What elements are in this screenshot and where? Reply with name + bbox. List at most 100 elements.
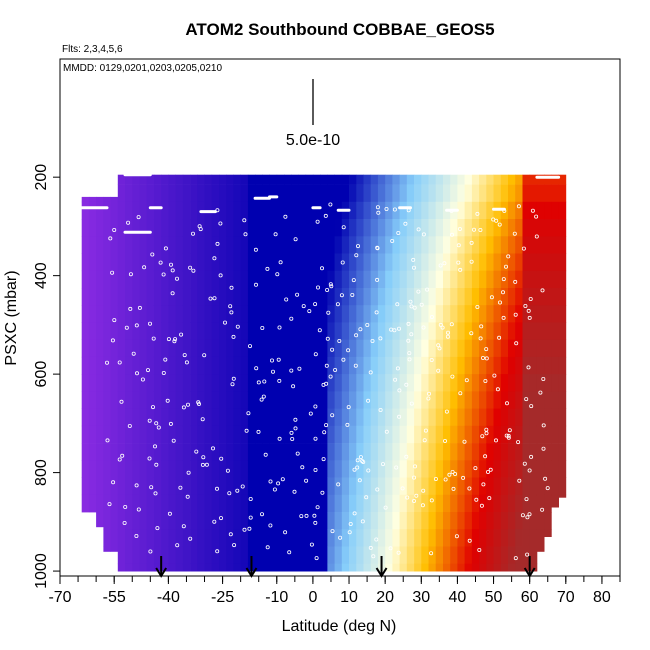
heatmap-cell	[182, 184, 191, 203]
heatmap-cell	[276, 236, 285, 254]
heatmap-cell	[175, 253, 184, 272]
sample-point	[406, 321, 411, 326]
heatmap-cell	[284, 425, 292, 444]
heatmap-cell	[414, 305, 422, 323]
sample-point	[503, 264, 508, 269]
heatmap-cell	[370, 494, 379, 513]
y-tick-label: 1000	[33, 553, 50, 589]
heatmap-cell	[204, 563, 213, 572]
heatmap-cell	[356, 236, 364, 254]
heatmap-cell	[96, 339, 104, 358]
heatmap-cell	[349, 374, 357, 392]
heatmap-cell	[132, 563, 140, 572]
heatmap-cell	[435, 425, 444, 444]
heatmap-cell	[219, 460, 227, 478]
heatmap-cell	[450, 305, 458, 323]
heatmap-cell	[428, 512, 437, 530]
heatmap-cell	[428, 546, 437, 565]
heatmap-cell	[450, 356, 458, 375]
heatmap-cell	[312, 184, 321, 203]
sample-point	[409, 401, 414, 406]
heatmap-cell	[479, 529, 487, 547]
heatmap-cell	[508, 443, 516, 461]
heatmap-cell	[276, 460, 285, 478]
heatmap-cell	[103, 529, 111, 547]
heatmap-cell	[486, 563, 494, 572]
heatmap-cell	[269, 339, 278, 358]
heatmap-cell	[312, 322, 321, 340]
heatmap-cell	[284, 408, 292, 427]
heatmap-cell	[182, 512, 191, 530]
sample-point	[347, 530, 352, 535]
heatmap-cell	[356, 253, 364, 272]
sample-point	[358, 455, 363, 460]
heatmap-cell	[421, 184, 429, 203]
heatmap-cell	[471, 339, 480, 358]
heatmap-cell	[370, 425, 379, 444]
heatmap-cell	[161, 546, 169, 565]
heatmap-cell	[428, 322, 437, 340]
heatmap-cell	[385, 305, 393, 323]
heatmap-cell	[443, 356, 451, 375]
heatmap-cell	[262, 563, 270, 572]
heatmap-cell	[211, 253, 220, 272]
heatmap-cell	[558, 174, 567, 185]
sample-point	[225, 468, 230, 473]
heatmap-cell	[247, 443, 256, 461]
heatmap-cell	[377, 270, 386, 289]
heatmap-cell	[370, 512, 379, 530]
heatmap-cell	[255, 219, 263, 237]
sample-point	[467, 538, 472, 543]
heatmap-cell	[363, 374, 372, 392]
heatmap-cell	[312, 305, 321, 323]
heatmap-cell	[146, 529, 155, 547]
heatmap-cell	[334, 219, 343, 237]
heatmap-cell	[551, 219, 559, 237]
heatmap-cell	[103, 288, 111, 306]
heatmap-cell	[247, 219, 256, 237]
sample-point	[394, 465, 399, 470]
heatmap-cell	[428, 305, 437, 323]
sample-point	[295, 292, 300, 297]
sample-point	[395, 302, 400, 307]
heatmap-cell	[110, 288, 119, 306]
heatmap-cell	[312, 443, 321, 461]
sample-point	[328, 202, 333, 207]
heatmap-cell	[161, 494, 169, 513]
heatmap-cell	[349, 425, 357, 444]
heatmap-cell	[500, 288, 509, 306]
heatmap-cell	[182, 391, 191, 409]
heatmap-cell	[211, 391, 220, 409]
heatmap-cell	[219, 546, 227, 565]
heatmap-cell	[284, 236, 292, 254]
heatmap-cell	[161, 201, 169, 220]
heatmap-cell	[471, 174, 480, 185]
heatmap-cell	[341, 374, 350, 392]
sample-point	[384, 429, 389, 434]
heatmap-cell	[139, 460, 148, 478]
heatmap-cell	[464, 512, 473, 530]
heatmap-cell	[161, 460, 169, 478]
heatmap-cell	[406, 288, 415, 306]
heatmap-cell	[327, 201, 335, 220]
heatmap-cell	[356, 270, 364, 289]
heatmap-cell	[190, 174, 198, 185]
sample-point	[147, 418, 152, 423]
sample-point	[408, 299, 413, 304]
heatmap-cell	[103, 219, 111, 237]
heatmap-cell	[435, 477, 444, 496]
heatmap-cell	[399, 512, 408, 530]
sample-point	[540, 507, 545, 512]
heatmap-cell	[132, 391, 140, 409]
heatmap-cell	[153, 174, 162, 185]
heatmap-cell	[312, 494, 321, 513]
heatmap-cell	[551, 374, 559, 392]
sample-point	[375, 487, 380, 492]
heatmap-cell	[363, 494, 372, 513]
heatmap-cell	[479, 494, 487, 513]
heatmap-cell	[117, 529, 126, 547]
heatmap-cell	[146, 201, 155, 220]
heatmap-cell	[406, 253, 415, 272]
heatmap-cell	[385, 494, 393, 513]
heatmap-cell	[385, 184, 393, 203]
